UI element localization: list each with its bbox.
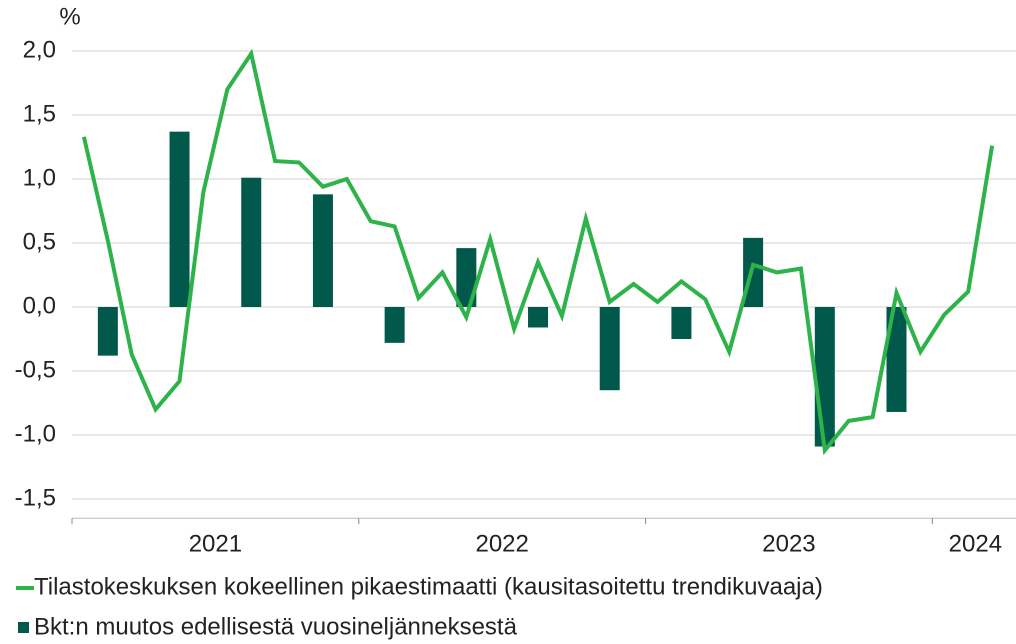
y-tick-label: -1,5 xyxy=(15,484,56,511)
bar xyxy=(886,307,907,412)
line xyxy=(81,48,995,456)
bar xyxy=(599,307,620,391)
x-tick-label: 2024 xyxy=(949,530,1002,557)
bar xyxy=(384,307,405,343)
y-axis-label: % xyxy=(59,3,80,30)
legend-swatch xyxy=(18,622,29,633)
bar xyxy=(312,194,333,307)
y-tick-label: 2,0 xyxy=(23,36,56,63)
bar xyxy=(241,177,262,307)
x-tick-label: 2021 xyxy=(189,530,242,557)
x-tick-label: 2023 xyxy=(762,530,815,557)
y-tick-label: -1,0 xyxy=(15,420,56,447)
bar xyxy=(814,307,835,447)
bar xyxy=(671,307,692,339)
bar xyxy=(528,307,549,328)
y-tick-label: 0,5 xyxy=(23,228,56,255)
y-tick-label: 1,5 xyxy=(23,100,56,127)
y-tick-label: 0,0 xyxy=(23,292,56,319)
bar xyxy=(169,131,190,307)
bar xyxy=(97,307,118,356)
bar xyxy=(456,248,477,307)
y-tick-label: -0,5 xyxy=(15,356,56,383)
legend-label: Bkt:n muutos edellisestä vuosineljänneks… xyxy=(34,613,518,640)
y-tick-label: 1,0 xyxy=(23,164,56,191)
legend-label: Tilastokeskuksen kokeellinen pikaestimaa… xyxy=(34,573,823,600)
x-tick-label: 2022 xyxy=(475,530,528,557)
